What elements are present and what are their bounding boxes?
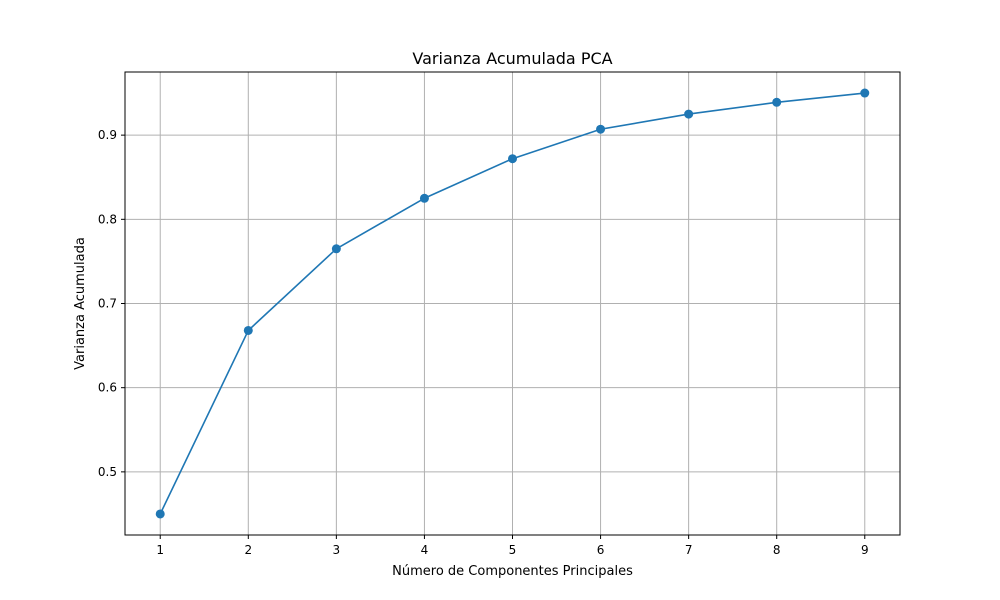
x-tick-label: 4	[421, 543, 429, 557]
data-point	[860, 88, 870, 98]
series-layer	[155, 88, 870, 519]
x-tick-label: 8	[773, 543, 781, 557]
chart-title: Varianza Acumulada PCA	[412, 49, 612, 68]
data-point	[684, 109, 694, 119]
data-point	[772, 97, 782, 107]
data-point	[155, 509, 165, 519]
x-tick-label: 3	[333, 543, 341, 557]
x-axis-label: Número de Componentes Principales	[392, 564, 633, 579]
x-tick-label: 7	[685, 543, 693, 557]
x-tick-label: 1	[156, 543, 164, 557]
y-tick-label: 0.7	[98, 297, 117, 311]
x-tick-label: 6	[597, 543, 605, 557]
tick-layer: 1 2 3 4 5 6 7 8 9 0.5 0.6 0.7 0.8 0.9	[98, 128, 869, 557]
data-point	[331, 244, 341, 254]
x-tick-label: 5	[509, 543, 517, 557]
data-point	[243, 325, 253, 335]
x-tick-label: 2	[244, 543, 252, 557]
grid-layer	[125, 72, 900, 535]
data-point	[596, 124, 606, 134]
y-tick-label: 0.9	[98, 128, 117, 142]
y-tick-label: 0.6	[98, 381, 117, 395]
x-tick-label: 9	[861, 543, 869, 557]
data-point	[419, 193, 429, 203]
data-point	[508, 154, 517, 164]
y-tick-label: 0.8	[98, 212, 117, 226]
y-axis-label: Varianza Acumulada	[73, 237, 88, 370]
y-tick-label: 0.5	[98, 465, 117, 479]
